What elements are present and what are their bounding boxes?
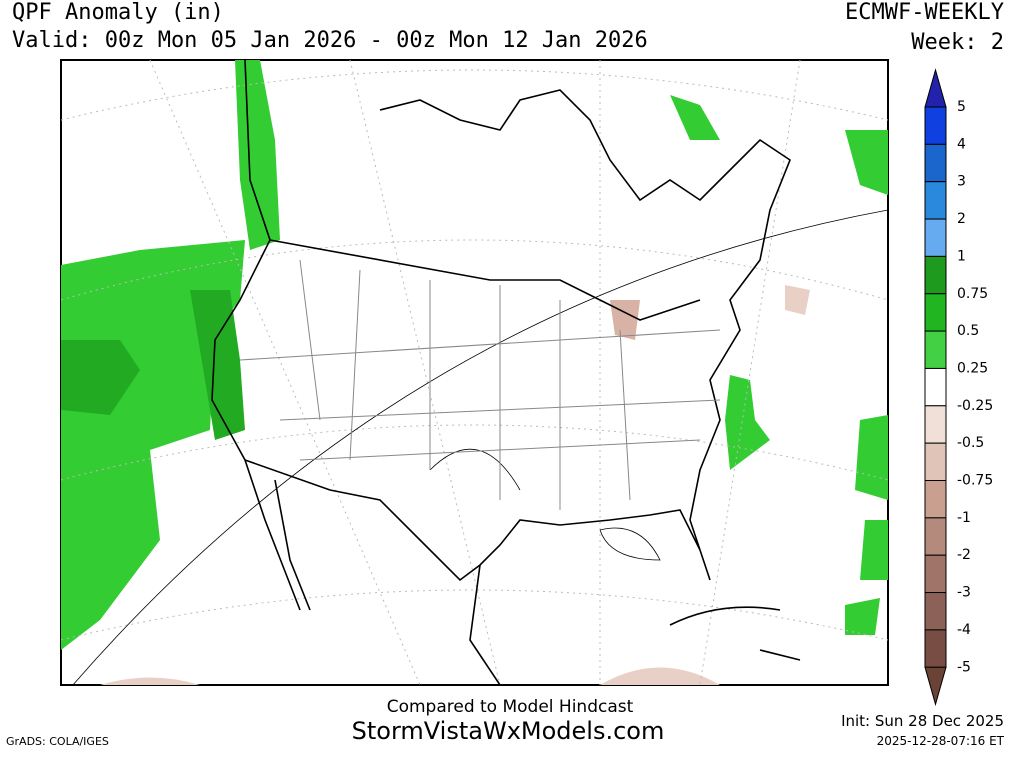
- colorbar-label: -1: [957, 510, 971, 526]
- credit: GrADS: COLA/IGES: [6, 735, 109, 748]
- colorbar-label: -2: [957, 547, 971, 563]
- colorbar-label: 0.75: [957, 286, 988, 302]
- colorbar-label: 4: [957, 136, 966, 152]
- site-name: StormVistaWxModels.com: [352, 717, 665, 745]
- colorbar-label: 1: [957, 248, 966, 264]
- colorbar-label: -0.5: [957, 435, 984, 451]
- map: [60, 59, 889, 686]
- colorbar-label: -4: [957, 622, 971, 638]
- colorbar-box: [924, 554, 947, 594]
- colorbar-box: [924, 592, 947, 631]
- colorbar-box: [924, 330, 947, 369]
- colorbar-box: [924, 480, 947, 519]
- colorbar-box: [924, 181, 947, 220]
- colorbar-box: [924, 106, 947, 145]
- colorbar-bottom: [924, 666, 947, 707]
- hindcast-note: Compared to Model Hindcast: [387, 697, 634, 717]
- colorbar-label: -0.25: [957, 398, 993, 414]
- colorbar-label: 5: [957, 99, 966, 115]
- timestamp: 2025-12-28-07:16 ET: [877, 734, 1005, 748]
- colorbar-label: -0.75: [957, 473, 993, 489]
- colorbar-label: 3: [957, 174, 966, 190]
- valid-time: Valid: 00z Mon 05 Jan 2026 - 00z Mon 12 …: [12, 28, 648, 53]
- colorbar-label: 2: [957, 211, 966, 227]
- colorbar-box: [924, 293, 947, 332]
- colorbar-label: -3: [957, 585, 971, 601]
- title: QPF Anomaly (in): [12, 0, 224, 25]
- colorbar: 5 4 3 2 1 0.75 0.5 0.25 -0.25 -0.5 -0.75 -1 -2 -3 -4 -5: [924, 68, 993, 707]
- colorbar-top: [924, 68, 947, 108]
- colorbar-box: [924, 218, 947, 257]
- colorbar-box: [924, 143, 947, 183]
- model-name: ECMWF-WEEKLY: [845, 0, 1004, 25]
- colorbar-box: [924, 629, 947, 668]
- colorbar-box: [924, 517, 947, 556]
- colorbar-box: [924, 255, 947, 295]
- init-time: Init: Sun 28 Dec 2025: [841, 712, 1004, 730]
- colorbar-label: 0.5: [957, 323, 979, 339]
- colorbar-label: 0.25: [957, 360, 988, 376]
- colorbar-box: [924, 405, 947, 444]
- week: Week: 2: [911, 30, 1004, 55]
- colorbar-box: [924, 442, 947, 481]
- colorbar-label: -5: [957, 659, 971, 675]
- colorbar-box: [924, 367, 947, 407]
